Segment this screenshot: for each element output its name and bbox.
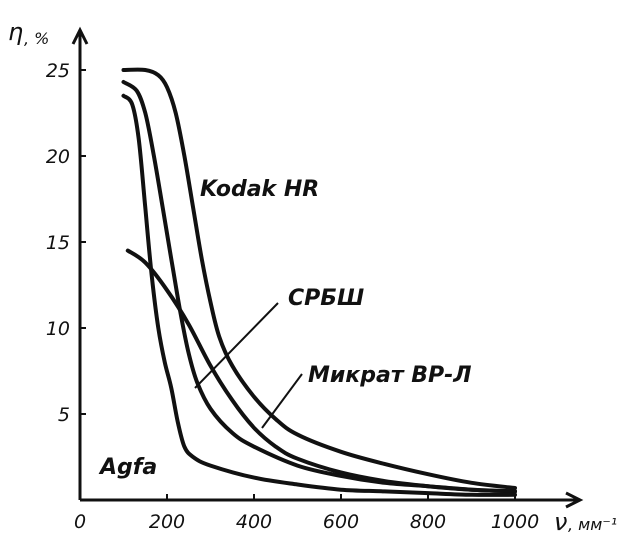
series-label-kodak-hr: Kodak HR <box>200 177 319 202</box>
leader-line-srbsh <box>194 302 279 389</box>
series-curve-mikrat <box>125 248 517 494</box>
y-tick-label-4: 25 <box>46 60 70 82</box>
series-curves <box>121 67 517 497</box>
series-curve-agfa <box>121 93 517 497</box>
y-tick-label-2: 15 <box>46 232 70 254</box>
x-tick-label-3: 600 <box>323 511 359 533</box>
y-axis-arrow <box>71 26 89 45</box>
x-axis-label: ν <box>554 508 567 536</box>
leader-line-mikrat <box>261 373 303 429</box>
x-tick-label-4: 800 <box>410 511 446 533</box>
x-axis-unit: , мм⁻¹ <box>568 515 617 534</box>
x-tick-label-0: 0 <box>74 511 86 533</box>
y-tick-label-3: 20 <box>46 146 70 168</box>
series-label-srbsh: СРБШ <box>288 286 364 311</box>
x-ticks: 0 200 400 600 800 1000 <box>74 494 539 533</box>
y-tick-label-1: 10 <box>46 318 70 340</box>
y-ticks: 5 10 15 20 25 <box>46 60 86 426</box>
series-curve-kodak-hr <box>121 67 517 490</box>
y-axis-unit: , % <box>24 29 49 48</box>
x-axis-arrow <box>565 491 584 509</box>
x-tick-label-2: 400 <box>236 511 272 533</box>
x-tick-label-5: 1000 <box>491 511 539 533</box>
y-tick-label-0: 5 <box>58 404 70 426</box>
series-label-mikrat: Микрат ВР-Л <box>308 363 472 388</box>
y-axis-label: η <box>8 18 23 46</box>
x-tick-label-1: 200 <box>149 511 185 533</box>
series-label-agfa: Agfa <box>98 455 157 480</box>
